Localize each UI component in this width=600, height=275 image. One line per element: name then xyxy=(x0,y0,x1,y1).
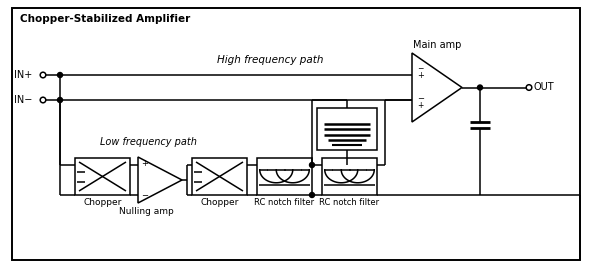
Circle shape xyxy=(526,85,532,90)
Circle shape xyxy=(310,163,314,167)
Text: Nulling amp: Nulling amp xyxy=(119,207,173,216)
Circle shape xyxy=(58,98,62,103)
Bar xyxy=(317,108,377,150)
Bar xyxy=(75,158,130,195)
Bar xyxy=(257,158,312,195)
Bar xyxy=(192,158,247,195)
Text: −: − xyxy=(417,65,424,73)
Text: +: + xyxy=(417,72,424,81)
Circle shape xyxy=(310,192,314,197)
Text: Main amp: Main amp xyxy=(413,40,461,50)
Text: −: − xyxy=(417,95,424,103)
Text: RC notch filter: RC notch filter xyxy=(254,198,314,207)
Circle shape xyxy=(58,73,62,78)
Text: RC notch filter: RC notch filter xyxy=(319,198,380,207)
Bar xyxy=(322,158,377,195)
Text: IN−: IN− xyxy=(14,95,32,105)
Text: Chopper: Chopper xyxy=(83,198,122,207)
Text: +: + xyxy=(417,101,424,111)
Circle shape xyxy=(40,72,46,78)
Text: Chopper-Stabilized Amplifier: Chopper-Stabilized Amplifier xyxy=(20,14,190,24)
Text: OUT: OUT xyxy=(533,82,554,92)
Text: Low frequency path: Low frequency path xyxy=(100,137,197,147)
Text: IN+: IN+ xyxy=(14,70,32,80)
Text: High frequency path: High frequency path xyxy=(217,55,323,65)
Circle shape xyxy=(478,85,482,90)
Text: −: − xyxy=(141,191,148,200)
Text: Chopper: Chopper xyxy=(200,198,239,207)
Text: +: + xyxy=(141,160,148,169)
Circle shape xyxy=(40,97,46,103)
